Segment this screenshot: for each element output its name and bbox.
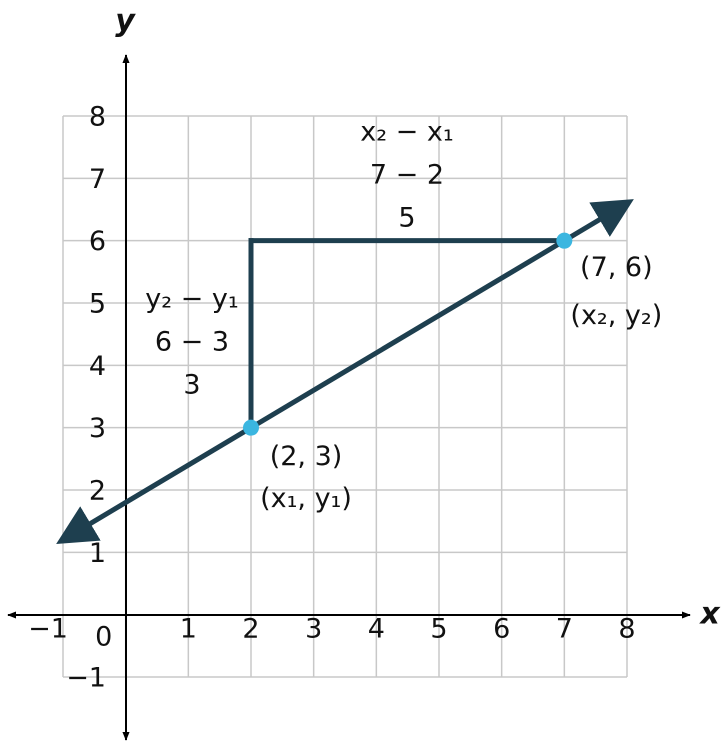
x-tick-label: 2	[242, 614, 259, 645]
x-tick-label: 0	[95, 622, 112, 653]
x-tick-label: 6	[493, 614, 510, 645]
y-tick-label: 5	[89, 289, 106, 320]
rise-annotation: 6 − 3	[155, 327, 229, 358]
rise-annotation: y₂ − y₁	[145, 284, 238, 315]
rise-annotation: 3	[183, 370, 200, 401]
line	[56, 199, 634, 544]
run-annotation: x₂ − x₁	[360, 117, 453, 148]
x-tick-label: 8	[618, 614, 635, 645]
y-tick-label: 1	[89, 538, 106, 569]
point-label: (x₂, y₂)	[570, 300, 662, 331]
y-tick-label: 3	[89, 413, 106, 444]
point-label: (7, 6)	[580, 252, 653, 283]
x-tick-label: −1	[28, 614, 68, 645]
y-tick-label: 7	[89, 164, 106, 195]
y-tick-label: 2	[89, 476, 106, 507]
y-tick-label: −1	[66, 663, 106, 694]
point-label: (x₁, y₁)	[260, 483, 352, 514]
y-tick-label: 4	[89, 351, 106, 382]
x-tick-label: 3	[305, 614, 322, 645]
x-tick-label: 7	[556, 614, 573, 645]
run-annotation: 7 − 2	[370, 160, 444, 191]
point	[556, 232, 573, 249]
run-annotation: 5	[398, 203, 415, 234]
x-axis-label: x	[698, 597, 721, 632]
point-label: (2, 3)	[270, 441, 343, 472]
y-tick-label: 6	[89, 226, 106, 257]
x-tick-label: 5	[430, 614, 447, 645]
x-tick-label: 4	[368, 614, 385, 645]
y-axis-label: y	[115, 4, 136, 39]
x-tick-label: 1	[180, 614, 197, 645]
y-tick-label: 8	[89, 102, 106, 133]
point	[243, 419, 259, 436]
